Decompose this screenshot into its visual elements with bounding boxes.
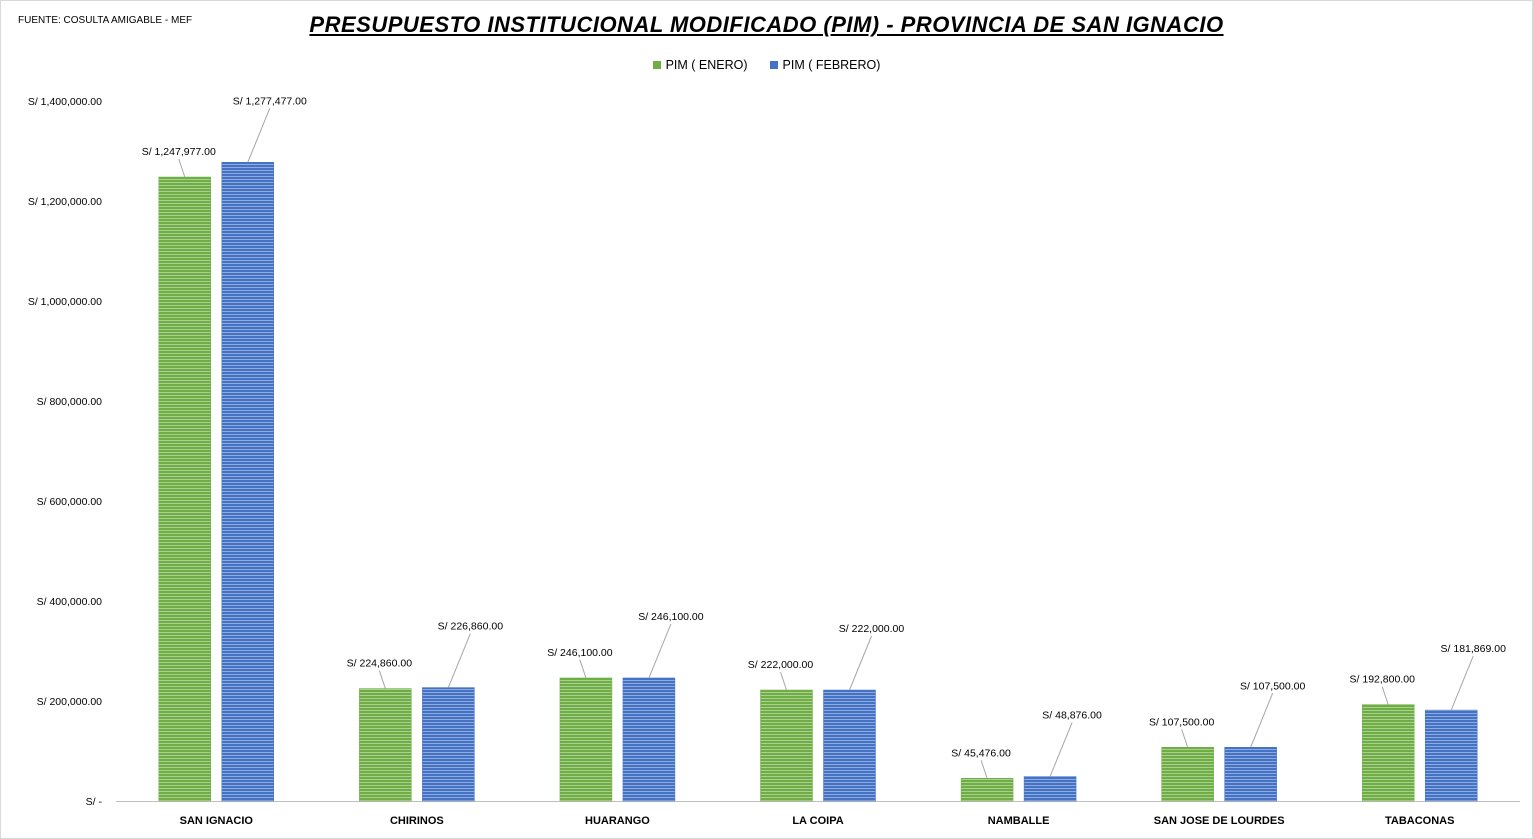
bar-febrero xyxy=(1023,776,1077,802)
data-label-enero: S/ 224,860.00 xyxy=(347,658,413,670)
bar-febrero xyxy=(622,677,676,802)
y-tick-label: S/ 200,000.00 xyxy=(37,696,103,708)
data-label-enero: S/ 45,476.00 xyxy=(951,747,1011,759)
label-leader-line xyxy=(579,659,587,679)
bars xyxy=(158,162,1478,802)
source-label: FUENTE: COSULTA AMIGABLE - MEF xyxy=(18,15,193,26)
label-leader-line xyxy=(1381,686,1389,705)
x-tick-label: TABACONAS xyxy=(1385,815,1454,827)
bar-febrero xyxy=(823,689,876,802)
bar-enero xyxy=(359,688,412,802)
bar-febrero xyxy=(1424,709,1478,802)
x-tick-label: NAMBALLE xyxy=(988,815,1050,827)
bar-enero xyxy=(559,677,613,802)
bar-enero xyxy=(760,689,813,802)
y-tick-label: S/ 600,000.00 xyxy=(37,496,103,508)
label-leader-line xyxy=(849,635,872,691)
data-label-enero: S/ 192,800.00 xyxy=(1350,674,1416,686)
x-tick-label: SAN JOSE DE LOURDES xyxy=(1154,815,1285,827)
data-label-febrero: S/ 181,869.00 xyxy=(1441,643,1507,655)
bar-enero xyxy=(158,176,212,802)
x-axis: SAN IGNACIO CHIRINOS HUARANGO LA COIPA NAMBA… xyxy=(116,801,1520,827)
label-leader-line xyxy=(648,623,672,679)
data-label-febrero: S/ 48,876.00 xyxy=(1042,710,1102,722)
bar-enero xyxy=(1361,704,1415,802)
y-tick-label: S/ 1,000,000.00 xyxy=(28,296,102,308)
label-leader-line xyxy=(178,158,186,178)
x-tick-label: SAN IGNACIO xyxy=(180,815,254,827)
bar-enero xyxy=(960,778,1014,802)
y-axis: S/ - S/ 200,000.00 S/ 400,000.00 S/ 600,000… xyxy=(28,96,103,808)
label-leader-line xyxy=(378,670,386,689)
data-label-febrero: S/ 222,000.00 xyxy=(839,623,905,635)
y-tick-label: S/ 800,000.00 xyxy=(37,396,103,408)
data-label-enero: S/ 222,000.00 xyxy=(748,659,814,671)
bar-febrero xyxy=(221,162,275,802)
y-tick-label: S/ - xyxy=(86,796,103,808)
data-labels: S/ 1,247,977.00 S/ 1,277,477.00 S/ 224,860… xyxy=(142,95,1507,779)
y-tick-label: S/ 1,200,000.00 xyxy=(28,196,102,208)
data-label-febrero: S/ 226,860.00 xyxy=(438,621,504,633)
data-label-febrero: S/ 107,500.00 xyxy=(1240,680,1306,692)
label-leader-line xyxy=(1450,655,1474,711)
bar-enero xyxy=(1161,747,1214,802)
legend-item-febrero: PIM ( FEBRERO) xyxy=(769,58,881,72)
label-leader-line xyxy=(980,760,988,779)
chart-title-text: PRESUPUESTO INSTITUCIONAL MODIFICADO (PI… xyxy=(309,12,1224,37)
data-label-enero: S/ 246,100.00 xyxy=(547,647,613,659)
label-leader-line xyxy=(1250,693,1274,748)
x-tick-label: CHIRINOS xyxy=(390,815,444,827)
data-label-enero: S/ 107,500.00 xyxy=(1149,716,1215,728)
y-tick-label: S/ 400,000.00 xyxy=(37,596,103,608)
data-label-enero: S/ 1,247,977.00 xyxy=(142,146,216,158)
label-leader-line xyxy=(1049,722,1073,777)
chart-title: PRESUPUESTO INSTITUCIONAL MODIFICADO (PI… xyxy=(0,12,1533,38)
x-tick-label: HUARANGO xyxy=(585,815,650,827)
bar-febrero xyxy=(422,687,475,802)
legend-item-enero: PIM ( ENERO) xyxy=(652,58,748,72)
label-leader-line xyxy=(1181,729,1189,748)
label-leader-line xyxy=(780,671,787,691)
y-tick-label: S/ 1,400,000.00 xyxy=(28,96,102,108)
legend: PIM ( ENERO) PIM ( FEBRERO) xyxy=(0,58,1533,72)
bar-febrero xyxy=(1224,747,1277,802)
legend-label-febrero: PIM ( FEBRERO) xyxy=(782,58,881,72)
x-tick-label: LA COIPA xyxy=(792,815,843,827)
legend-swatch-enero xyxy=(652,61,661,69)
data-label-febrero: S/ 246,100.00 xyxy=(638,611,704,623)
label-leader-line xyxy=(247,108,271,163)
label-leader-line xyxy=(447,633,471,688)
data-label-febrero: S/ 1,277,477.00 xyxy=(233,95,307,107)
legend-swatch-febrero xyxy=(769,61,778,69)
legend-label-enero: PIM ( ENERO) xyxy=(665,58,748,72)
